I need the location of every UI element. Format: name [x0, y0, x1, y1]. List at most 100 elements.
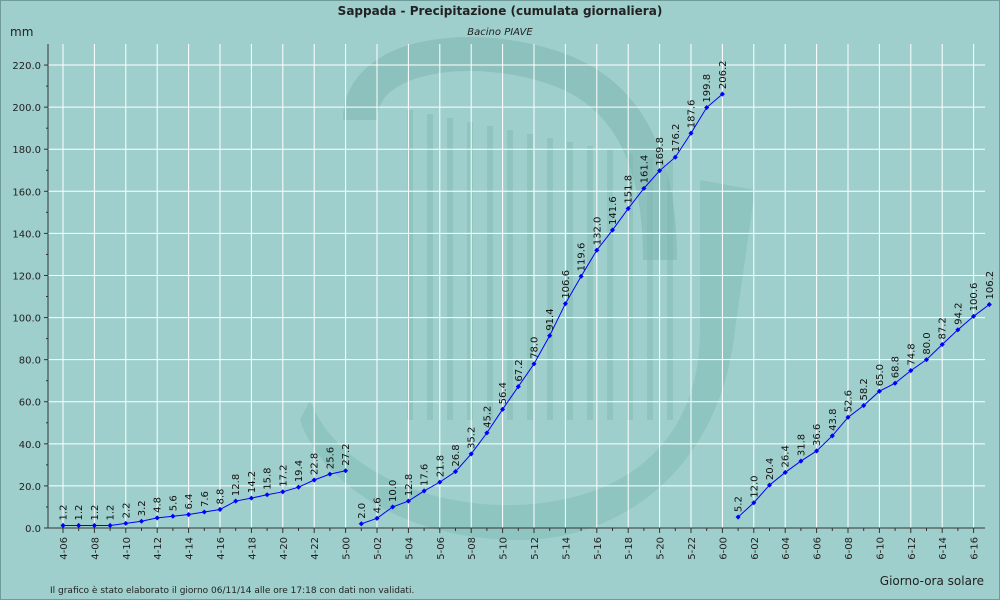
data-label: 100.6: [969, 283, 980, 312]
data-label: 80.0: [922, 332, 933, 354]
data-label: 67.2: [514, 359, 525, 381]
y-tick-label: 20.0: [19, 482, 41, 493]
x-tick-label: 4-10: [122, 537, 133, 560]
x-tick-label: 5-06: [436, 537, 447, 560]
data-label: 15.8: [263, 467, 274, 489]
data-label: 78.0: [530, 337, 541, 359]
data-label: 2.0: [357, 503, 368, 519]
y-tick-label: 40.0: [19, 440, 41, 451]
series-lines: [63, 93, 990, 526]
data-label: 65.0: [875, 364, 886, 386]
x-tick-label: 6-02: [750, 537, 761, 560]
data-point: [641, 185, 647, 191]
data-label: 25.6: [325, 447, 336, 469]
x-tick-label: 4-14: [185, 537, 196, 560]
data-label: 94.2: [953, 303, 964, 325]
data-label: 12.8: [404, 474, 415, 496]
x-tick-label: 4-08: [90, 537, 101, 560]
x-tick-labels: 4-06 4-08 4-10 4-12 4-14 4-16 4-18 4-20 4-22 5-00…: [59, 537, 981, 560]
data-label: 10.0: [388, 480, 399, 502]
data-point: [578, 273, 584, 279]
data-label: 119.6: [577, 243, 588, 272]
data-point: [955, 327, 961, 333]
data-label: 4.8: [153, 497, 164, 513]
x-tick-label: 4-22: [310, 537, 321, 560]
data-point: [892, 380, 898, 386]
data-label: 176.2: [671, 124, 682, 153]
series-line-segment: [737, 304, 990, 518]
x-tick-label: 6-12: [907, 537, 918, 560]
data-point: [186, 511, 192, 518]
x-axis-label: Giorno-ora solare: [880, 574, 984, 588]
y-tick-label: 200.0: [12, 103, 41, 114]
data-point: [280, 489, 286, 495]
x-tick-label: 6-14: [938, 537, 949, 560]
x-tick-label: 5-04: [404, 537, 415, 560]
data-point: [107, 522, 113, 529]
data-point: [154, 515, 160, 521]
data-point: [437, 479, 443, 485]
y-axis-label: mm: [10, 25, 33, 39]
data-label: 52.6: [844, 390, 855, 412]
data-point: [735, 514, 741, 520]
data-label: 1.2: [74, 505, 85, 521]
data-point: [452, 469, 459, 475]
data-label: 26.4: [781, 445, 792, 467]
x-tick-label: 5-20: [656, 537, 667, 560]
data-label: 1.2: [59, 505, 70, 521]
y-tick-label: 180.0: [12, 145, 41, 156]
data-label: 19.4: [294, 460, 305, 482]
data-point: [76, 522, 82, 529]
data-label: 27.2: [341, 443, 352, 465]
data-point: [688, 130, 694, 136]
data-label: 6.4: [184, 494, 195, 510]
data-point: [829, 433, 835, 439]
x-tick-label: 6-10: [875, 537, 886, 560]
x-tick-label: 6-16: [970, 537, 981, 560]
data-label: 106.6: [561, 270, 572, 299]
x-tick-label: 6-08: [844, 537, 855, 560]
data-label: 22.8: [310, 453, 321, 475]
watermark-arc: [343, 37, 677, 261]
data-label: 7.6: [200, 491, 211, 507]
data-point: [468, 451, 474, 457]
data-label: 56.4: [498, 382, 509, 404]
data-point: [861, 402, 867, 409]
y-tick-label: 160.0: [12, 187, 41, 198]
data-label: 106.2: [985, 271, 996, 300]
data-label: 21.8: [435, 455, 446, 477]
data-point: [421, 488, 427, 494]
data-point: [405, 498, 411, 504]
data-label: 5.6: [168, 495, 179, 511]
data-label: 26.8: [451, 444, 462, 466]
watermark-base: [300, 180, 755, 540]
data-point: [295, 484, 302, 490]
data-label: 17.6: [420, 464, 431, 486]
data-label: 3.2: [137, 500, 148, 516]
x-tick-label: 5-16: [593, 537, 604, 560]
data-label: 91.4: [545, 308, 556, 330]
data-point: [358, 521, 364, 527]
x-tick-label: 6-06: [813, 537, 824, 560]
data-label: 68.8: [891, 356, 902, 378]
data-point: [343, 468, 349, 474]
data-point: [60, 522, 66, 529]
data-label: 206.2: [718, 60, 729, 89]
x-tick-label: 5-10: [499, 537, 510, 560]
y-tick-label: 60.0: [19, 398, 41, 409]
axes: [44, 44, 985, 533]
data-label: 1.2: [90, 505, 101, 521]
data-label: 1.2: [106, 505, 117, 521]
data-point: [986, 301, 992, 308]
data-label: 36.6: [812, 424, 823, 446]
x-tick-label: 5-22: [687, 537, 698, 560]
data-point: [201, 509, 207, 515]
data-point: [814, 448, 820, 454]
data-label: 132.0: [592, 217, 603, 246]
data-point: [939, 341, 945, 348]
y-tick-label: 120.0: [12, 271, 41, 282]
x-tick-label: 6-04: [781, 537, 792, 560]
x-tick-label: 4-18: [247, 537, 258, 560]
x-tick-label: 5-08: [467, 537, 478, 560]
data-label: 87.2: [938, 317, 949, 339]
